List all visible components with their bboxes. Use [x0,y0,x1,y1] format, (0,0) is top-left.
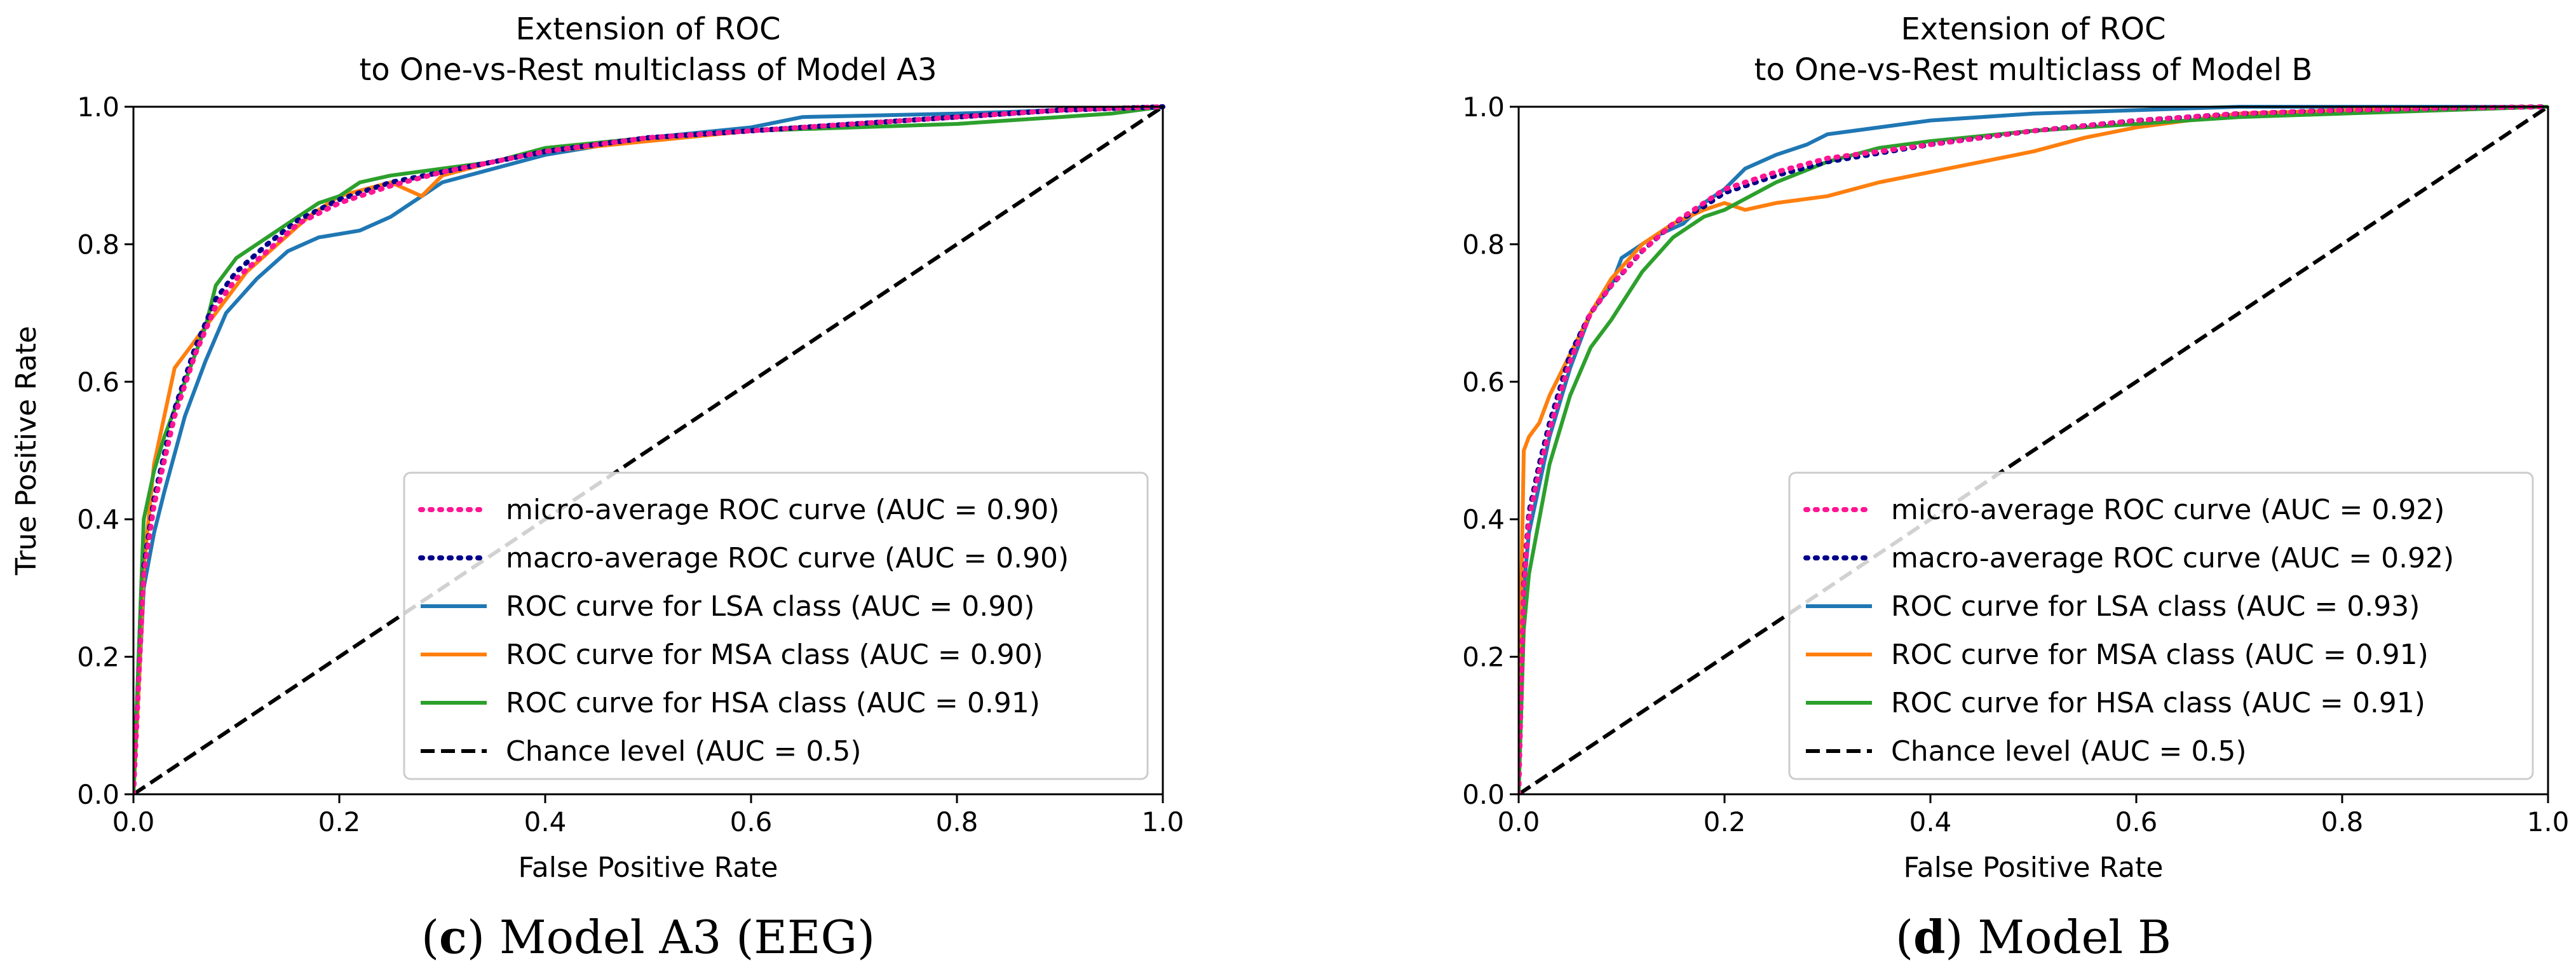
x-tick-label: 0.2 [318,806,361,837]
series-line-0 [133,104,1165,794]
y-axis-label: True Positive Rate [10,326,43,576]
y-tick-label: 0.0 [77,779,119,810]
y-tick-label: 0.2 [77,642,119,673]
caption-paren: ) [467,911,485,964]
curves [1519,104,2551,794]
y-tick-label: 0.4 [1462,504,1505,535]
legend-entry: ROC curve for MSA class (AUC = 0.91) [1891,639,2429,671]
caption-text: Model A3 (EEG) [485,911,875,964]
y-tick-label: 0.2 [1462,642,1505,673]
x-axis-label: False Positive Rate [519,851,778,884]
y-tick-label: 0.4 [77,504,119,535]
series-line-4 [1519,105,2549,794]
y-tick-label: 0.8 [1462,229,1505,260]
x-tick-label: 0.0 [1498,806,1540,837]
y-axis-label: True Positive Rate [10,326,43,576]
caption-paren: ( [1895,911,1913,964]
y-tick-label: 0.6 [77,367,119,398]
legend-entry: macro-average ROC curve (AUC = 0.92) [1891,542,2454,574]
series-line-0 [1519,104,2551,794]
series-line-5 [1519,105,2549,794]
x-tick-label: 1.0 [1142,806,1184,837]
legend-entry: ROC curve for LSA class (AUC = 0.90) [506,590,1034,623]
legend-entry: ROC curve for HSA class (AUC = 0.91) [1891,687,2425,719]
x-tick-label: 1.0 [2527,806,2570,837]
y-tick-label: 1.0 [1462,92,1505,123]
caption-letter: c [439,910,467,964]
x-tick-label: 0.8 [2321,806,2364,837]
legend-box [1788,471,2534,780]
series-line-5 [133,105,1164,794]
chart-subtitle: to One-vs-Rest multiclass of Model A3 [359,52,937,88]
legend-entry: Chance level (AUC = 0.5) [506,735,862,768]
series-line-1 [133,104,1165,794]
legend: micro-average ROC curve (AUC = 0.90) macr… [403,471,1149,780]
caption-letter: d [1913,910,1945,964]
x-tick-label: 0.8 [936,806,979,837]
roc-chart-model-a3: Extension of ROC to One-vs-Rest multiclas… [10,11,1184,964]
legend-entry: Chance level (AUC = 0.5) [1891,735,2247,768]
x-tick-label: 0.0 [112,806,155,837]
y-tick-label: 0.6 [1462,367,1505,398]
caption-paren: ) [1945,911,1963,964]
legend: micro-average ROC curve (AUC = 0.92) macr… [1788,471,2534,780]
chart-title: Extension of ROC [515,11,780,47]
panel-caption: (c) Model A3 (EEG) [421,910,875,964]
y-tick-label: 1.0 [77,92,119,123]
y-tick-label: 0.0 [1462,779,1505,810]
series-line-2 [133,105,1163,794]
legend-entry: micro-average ROC curve (AUC = 0.90) [506,494,1059,526]
x-tick-label: 0.4 [1909,806,1952,837]
x-axis-label: False Positive Rate [1904,851,2164,884]
caption-text: Model B [1963,911,2171,964]
chart-title: Extension of ROC [1901,11,2166,47]
legend-entry: macro-average ROC curve (AUC = 0.90) [506,542,1069,574]
axes-frame [132,105,1164,796]
chart-subtitle: to One-vs-Rest multiclass of Model B [1754,52,2313,88]
legend-entry: micro-average ROC curve (AUC = 0.92) [1891,494,2444,526]
x-tick-label: 0.2 [1704,806,1746,837]
legend-entry: ROC curve for MSA class (AUC = 0.90) [506,639,1043,671]
legend-entry: ROC curve for HSA class (AUC = 0.91) [506,687,1040,719]
axes-frame [1517,105,2549,796]
curves [133,104,1165,794]
caption-paren: ( [421,911,439,964]
y-tick-label: 0.8 [77,229,119,260]
x-tick-label: 0.6 [2115,806,2158,837]
x-tick-label: 0.4 [524,806,567,837]
legend-box [403,471,1149,780]
roc-chart-model-b: Extension of ROC to One-vs-Rest multiclas… [10,11,2569,964]
x-tick-label: 0.6 [730,806,773,837]
legend-entry: ROC curve for LSA class (AUC = 0.93) [1891,590,2420,623]
panel-caption: (d) Model B [1895,910,2171,964]
